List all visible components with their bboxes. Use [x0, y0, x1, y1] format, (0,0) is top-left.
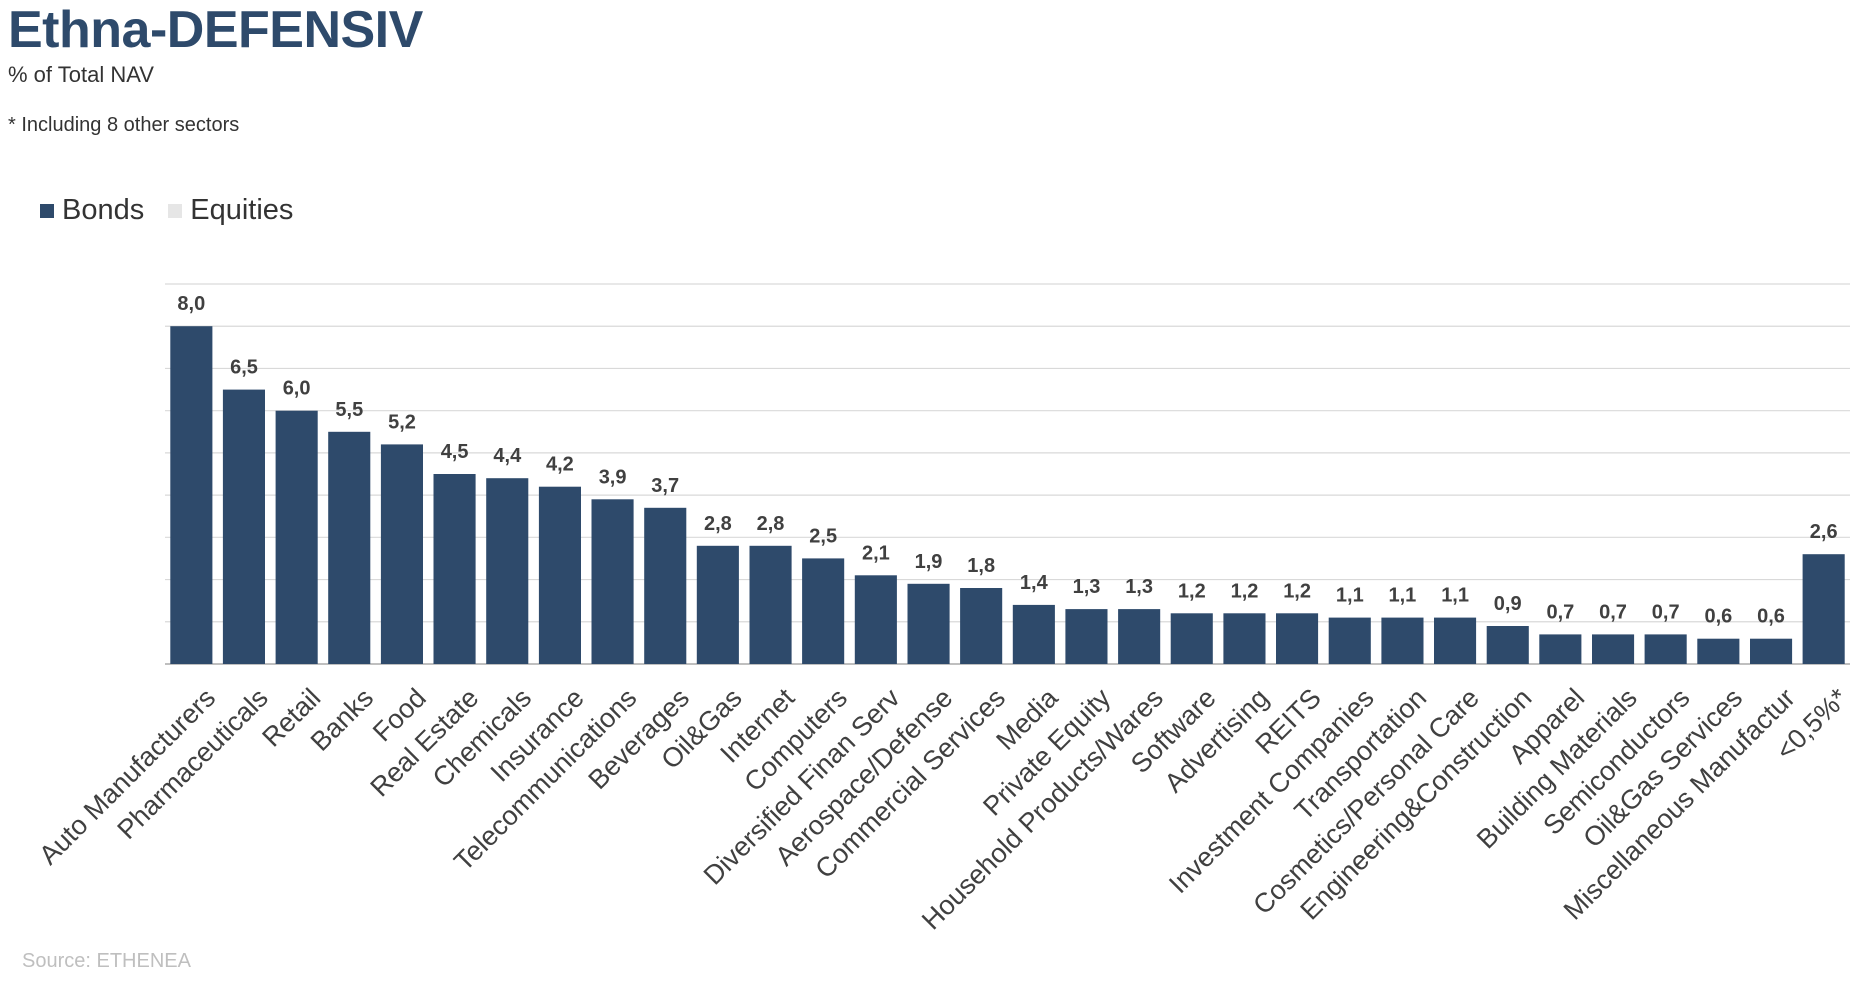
data-label: 8,0	[177, 293, 205, 315]
legend-label-bonds: Bonds	[62, 194, 145, 226]
data-label: 2,8	[704, 513, 732, 535]
bar	[1644, 634, 1687, 664]
data-label: 1,1	[1441, 585, 1469, 607]
data-label: 1,8	[967, 555, 995, 577]
data-label: 1,1	[1388, 585, 1416, 607]
bar	[591, 499, 634, 664]
bar	[749, 545, 792, 664]
bar	[1118, 609, 1161, 664]
data-label: 1,2	[1283, 580, 1311, 602]
data-label: 1,2	[1231, 580, 1259, 602]
bar	[1750, 638, 1793, 664]
bar	[1223, 613, 1266, 664]
footnote: * Including 8 other sectors	[8, 114, 240, 136]
data-label: 1,9	[915, 551, 943, 573]
data-label: 4,4	[493, 445, 522, 467]
bar	[854, 575, 897, 664]
data-label: 4,5	[441, 441, 469, 463]
legend-item-bonds: Bonds	[40, 194, 144, 227]
chart-title: Ethna-DEFENSIV	[8, 1, 423, 59]
data-label: 1,4	[1020, 572, 1049, 594]
bar	[222, 389, 265, 664]
data-label: 5,2	[388, 411, 416, 433]
bar	[1697, 638, 1740, 664]
bar	[1065, 609, 1108, 664]
data-label: 0,7	[1599, 601, 1627, 623]
data-label: 2,8	[757, 513, 785, 535]
bar	[328, 431, 371, 664]
data-label: 6,5	[230, 357, 258, 379]
legend-label-equities: Equities	[190, 194, 294, 226]
data-label: 0,7	[1546, 601, 1574, 623]
data-label: 0,6	[1704, 606, 1732, 628]
data-label: 5,5	[335, 399, 363, 421]
bar	[960, 588, 1003, 664]
bar	[275, 410, 318, 664]
data-label: 2,6	[1810, 521, 1838, 543]
legend: Bonds Equities	[40, 194, 317, 227]
data-label: 0,6	[1757, 606, 1785, 628]
data-label: 2,1	[862, 542, 890, 564]
bar	[1170, 613, 1213, 664]
bar	[380, 444, 423, 664]
data-label: 1,2	[1178, 580, 1206, 602]
data-label: 2,5	[809, 525, 837, 547]
data-label: 4,2	[546, 454, 574, 476]
legend-swatch-bonds	[40, 203, 54, 218]
legend-item-equities: Equities	[168, 194, 293, 227]
data-label: 1,1	[1336, 585, 1364, 607]
legend-swatch-equities	[168, 203, 183, 218]
data-label: 0,9	[1494, 593, 1522, 615]
bar	[433, 474, 476, 664]
bar	[1012, 604, 1055, 664]
data-label: 1,3	[1125, 576, 1153, 598]
bar	[1539, 634, 1582, 664]
bar	[644, 507, 687, 664]
bar	[1486, 626, 1529, 664]
data-label: 3,7	[651, 475, 679, 497]
bar	[1592, 634, 1635, 664]
bar	[1802, 554, 1845, 664]
bar	[170, 326, 213, 664]
source-note: Source: ETHENEA	[22, 950, 191, 972]
bar	[1434, 617, 1477, 664]
data-label: 1,3	[1073, 576, 1101, 598]
bar	[486, 478, 529, 664]
bar	[1276, 613, 1319, 664]
bar	[538, 486, 581, 664]
bar	[802, 558, 845, 664]
bar	[1381, 617, 1424, 664]
bar	[696, 545, 739, 664]
data-label: 6,0	[283, 378, 311, 400]
bar	[1328, 617, 1371, 664]
chart-subtitle: % of Total NAV	[8, 62, 154, 87]
data-label: 3,9	[599, 466, 627, 488]
data-label: 0,7	[1652, 601, 1680, 623]
bar	[907, 583, 950, 664]
